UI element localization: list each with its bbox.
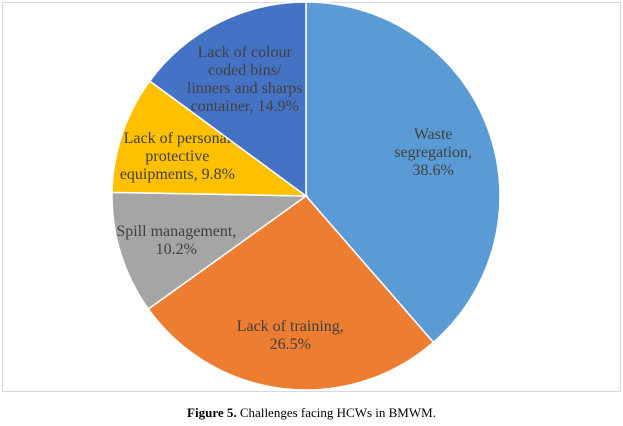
- data-label: Waste segregation, 38.6%: [373, 108, 493, 198]
- pie-slice: [111, 79, 309, 197]
- chart: Waste segregation, 38.6% Lack of training…: [111, 1, 501, 391]
- data-label-box: Spill management, 10.2%: [116, 196, 236, 286]
- caption: Figure 5. Challenges facing HCWs in BMWM…: [0, 405, 623, 421]
- data-label-text: Waste segregation, 38.6%: [373, 126, 493, 180]
- value-label: 14.9%: [257, 97, 299, 115]
- data-label: Lack of training, 26.5%: [230, 291, 350, 381]
- category-label: Waste segregation,: [394, 126, 473, 162]
- category-label: Spill management,: [116, 223, 237, 241]
- data-label-box: Lack of training, 26.5%: [230, 291, 350, 381]
- pie-slice: [305, 1, 501, 344]
- data-label: Lack of colour coded bins/ linners and s…: [185, 35, 305, 125]
- caption-text: Challenges facing HCWs in BMWM.: [239, 405, 436, 420]
- category-label: Lack of colour coded bins/ linners and s…: [186, 43, 303, 115]
- data-label-box: Lack of personal protective equipments, …: [117, 112, 237, 202]
- value-label: 10.2%: [155, 241, 197, 259]
- category-label: Lack of training,: [236, 317, 344, 335]
- data-label: Spill management, 10.2%: [116, 196, 236, 286]
- data-label-text: Spill management, 10.2%: [116, 223, 236, 259]
- pie-slice: [111, 191, 309, 311]
- pie-slice: [147, 194, 435, 391]
- data-label-box: Waste segregation, 38.6%: [373, 108, 493, 198]
- data-label-box: Lack of colour coded bins/ linners and s…: [185, 35, 305, 125]
- value-label: 26.5%: [269, 335, 311, 353]
- data-label: Lack of personal protective equipments, …: [117, 112, 237, 202]
- data-label-text: Lack of training, 26.5%: [230, 318, 350, 354]
- value-label: 38.6%: [412, 162, 454, 180]
- pie-slice: [148, 1, 307, 198]
- data-label-text: Lack of colour coded bins/ linners and s…: [185, 44, 305, 116]
- caption-label: Figure 5.: [187, 405, 237, 420]
- data-label-text: Lack of personal protective equipments, …: [117, 130, 237, 184]
- category-label: Lack of personal protective equipments,: [119, 130, 232, 184]
- value-label: 9.8%: [201, 166, 235, 184]
